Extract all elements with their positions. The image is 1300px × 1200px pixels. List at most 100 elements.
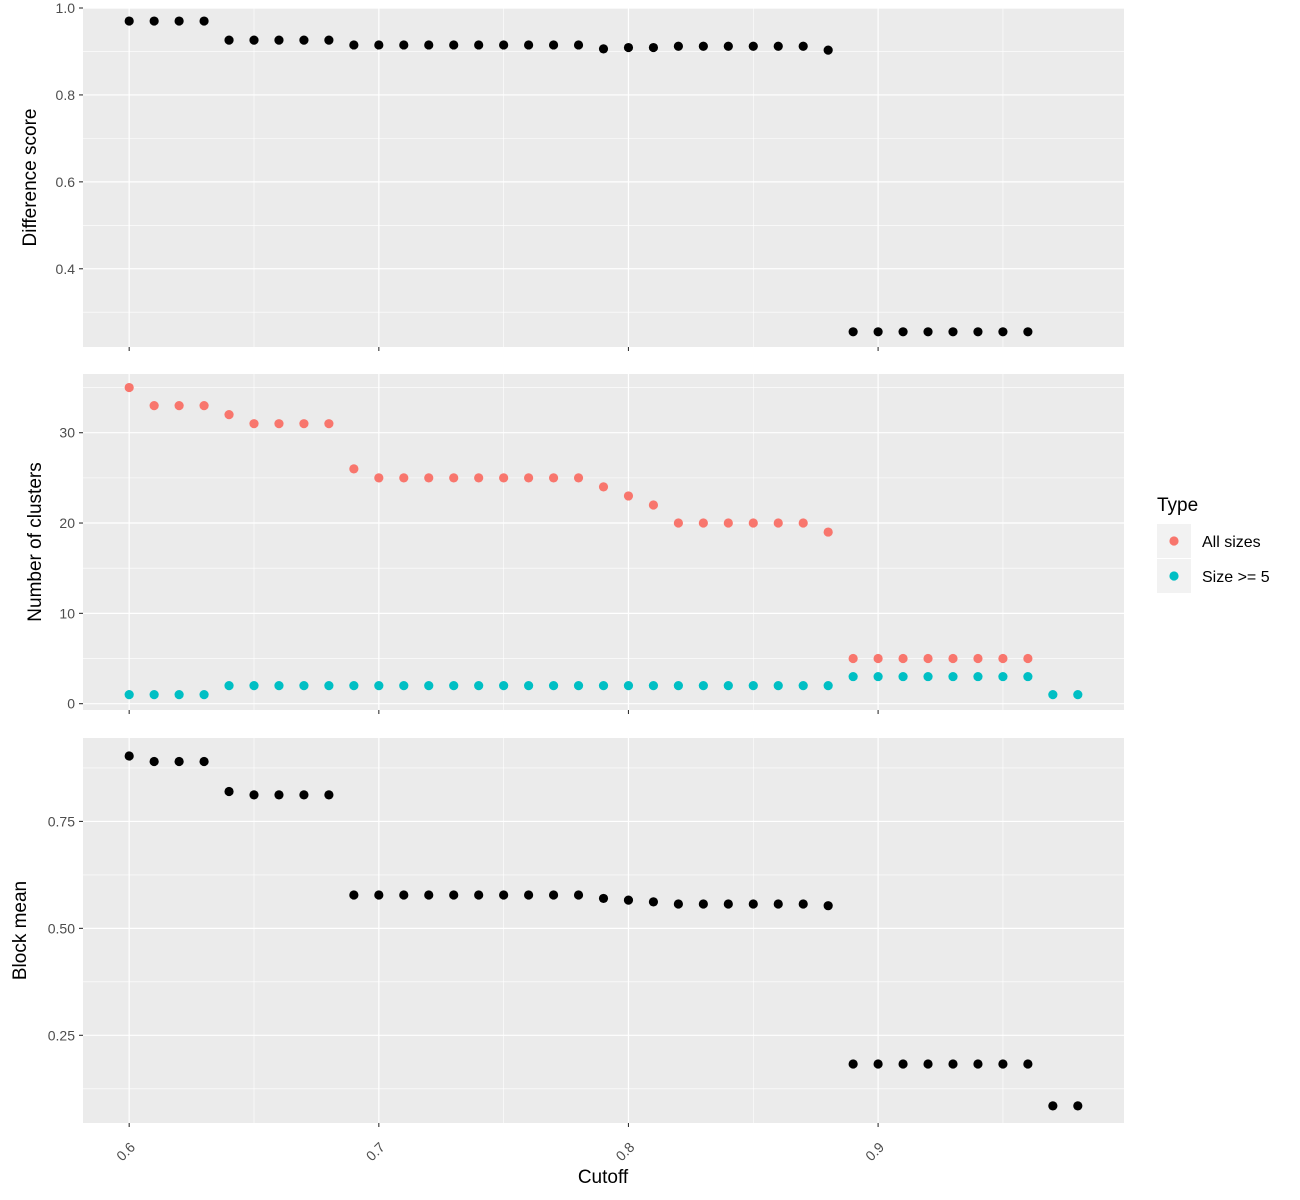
data-point xyxy=(598,44,609,54)
data-point xyxy=(998,671,1008,682)
y-tick-label: 0.50 xyxy=(48,920,75,936)
data-point xyxy=(1073,1101,1083,1111)
data-point xyxy=(648,500,659,510)
y-tick-label: 0 xyxy=(67,696,75,712)
data-point xyxy=(1073,690,1083,700)
data-point xyxy=(424,890,434,900)
data-point xyxy=(424,40,434,50)
series-2 xyxy=(124,671,1083,700)
data-point xyxy=(224,786,234,797)
data-point xyxy=(399,890,409,900)
legend-entries: All sizes Size >= 5 xyxy=(1157,524,1270,593)
data-point xyxy=(374,890,384,900)
data-point xyxy=(723,41,733,51)
data-point xyxy=(274,681,284,691)
data-point xyxy=(524,681,534,691)
data-point xyxy=(698,41,708,51)
data-point xyxy=(948,327,958,337)
data-point xyxy=(998,653,1008,664)
data-point xyxy=(923,1059,933,1069)
data-point xyxy=(374,473,384,483)
data-point xyxy=(174,16,184,26)
data-point xyxy=(449,681,459,691)
data-point xyxy=(823,527,833,537)
data-point xyxy=(548,473,559,483)
data-point xyxy=(698,899,708,909)
data-point xyxy=(623,895,634,905)
data-point xyxy=(673,899,683,909)
data-point xyxy=(474,473,484,483)
data-point xyxy=(199,16,209,26)
data-point xyxy=(449,473,459,483)
data-point xyxy=(349,681,359,691)
data-point xyxy=(823,901,833,911)
data-point xyxy=(748,681,758,691)
data-point xyxy=(499,890,509,900)
data-point xyxy=(948,671,958,682)
panel-2: 0 10 20 30 Number of clusters xyxy=(25,374,1124,714)
y-axis-title: Block mean xyxy=(10,881,31,980)
data-point xyxy=(948,1059,958,1069)
data-point xyxy=(199,401,209,411)
data-point xyxy=(823,681,833,691)
data-point xyxy=(474,40,484,50)
data-point xyxy=(748,899,758,909)
x-tick-label: 0.8 xyxy=(612,1139,637,1164)
data-point xyxy=(723,899,733,909)
data-point xyxy=(973,1059,983,1069)
panels-layer: 0.4 0.6 0.8 1.0 Difference score 0 10 20 30 Numbe… xyxy=(10,0,1124,1164)
y-axis-title: Difference score xyxy=(20,109,41,247)
data-point xyxy=(1023,327,1033,337)
data-point xyxy=(848,653,858,664)
data-point xyxy=(524,40,534,50)
data-point xyxy=(748,41,758,51)
data-point xyxy=(299,790,309,800)
data-point xyxy=(324,790,334,800)
data-point xyxy=(124,16,134,26)
data-point xyxy=(648,681,659,691)
legend: Type All sizes Size >= 5 xyxy=(1157,495,1270,593)
data-point xyxy=(723,518,733,528)
y-tick-label: 10 xyxy=(59,605,75,621)
data-point xyxy=(249,35,259,45)
legend-label: Size >= 5 xyxy=(1202,569,1270,586)
data-point xyxy=(224,681,234,691)
data-point xyxy=(224,410,234,420)
data-point xyxy=(374,40,384,50)
data-point xyxy=(399,40,409,50)
data-point xyxy=(623,491,634,501)
data-point xyxy=(898,327,908,337)
data-point xyxy=(848,1059,858,1069)
data-point xyxy=(698,518,708,528)
data-point xyxy=(499,40,509,50)
data-point xyxy=(224,35,234,45)
data-point xyxy=(573,681,584,691)
data-point xyxy=(174,401,184,411)
legend-key-point xyxy=(1169,536,1179,546)
data-point xyxy=(798,41,808,51)
series-1 xyxy=(124,16,1033,337)
data-point xyxy=(449,890,459,900)
panel-background xyxy=(83,374,1124,710)
data-point xyxy=(124,690,134,700)
data-point xyxy=(324,419,334,429)
data-point xyxy=(973,671,983,682)
data-point xyxy=(598,482,609,492)
data-point xyxy=(424,473,434,483)
data-point xyxy=(299,681,309,691)
data-point xyxy=(623,681,634,691)
data-point xyxy=(474,681,484,691)
data-point xyxy=(698,681,708,691)
data-point xyxy=(773,518,783,528)
y-tick-label: 30 xyxy=(59,425,75,441)
data-point xyxy=(673,41,683,51)
data-point xyxy=(1048,690,1058,700)
data-point xyxy=(149,401,159,411)
data-point xyxy=(973,327,983,337)
data-point xyxy=(1023,671,1033,682)
y-tick-label: 0.25 xyxy=(48,1027,75,1043)
data-point xyxy=(174,756,184,767)
data-point xyxy=(149,756,159,767)
series-1 xyxy=(124,382,1033,664)
